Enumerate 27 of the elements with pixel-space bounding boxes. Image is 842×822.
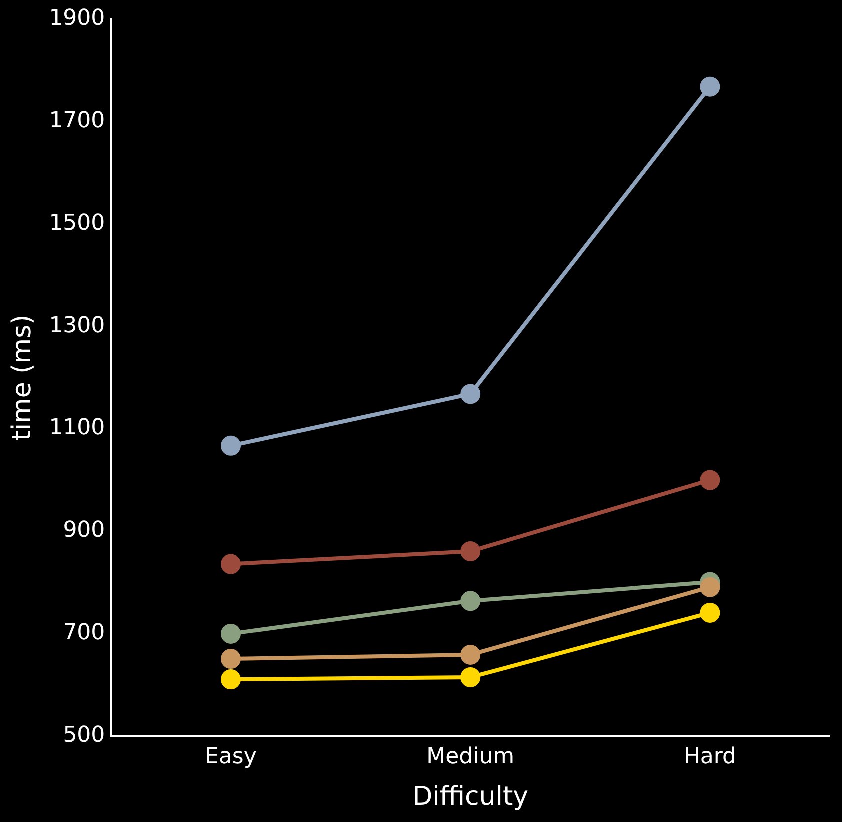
y-tick-label: 1100 — [49, 416, 106, 441]
x-tick-label: Easy — [205, 744, 257, 770]
y-tick-label: 900 — [63, 518, 106, 544]
point — [220, 624, 241, 644]
point — [220, 670, 241, 690]
point — [700, 76, 720, 97]
point — [460, 591, 481, 612]
point — [700, 577, 720, 598]
y-axis-title: time (ms) — [7, 314, 38, 441]
y-tick-label: 500 — [63, 723, 106, 748]
point — [220, 649, 241, 670]
point — [460, 384, 481, 404]
point — [220, 554, 241, 574]
y-tick-label: 1900 — [49, 6, 106, 31]
point — [460, 644, 481, 665]
x-tick-label: Hard — [684, 744, 737, 770]
y-tick-label: 1300 — [49, 313, 106, 338]
x-axis-title: Difficulty — [412, 782, 529, 812]
point — [460, 667, 481, 688]
point — [700, 602, 720, 623]
y-tick-label: 1700 — [49, 108, 106, 134]
x-tick-label: Medium — [426, 744, 515, 770]
point — [460, 541, 481, 562]
y-tick-label: 700 — [63, 620, 106, 646]
y-tick-label: 1500 — [49, 210, 106, 236]
point — [220, 436, 241, 456]
point — [700, 470, 720, 490]
